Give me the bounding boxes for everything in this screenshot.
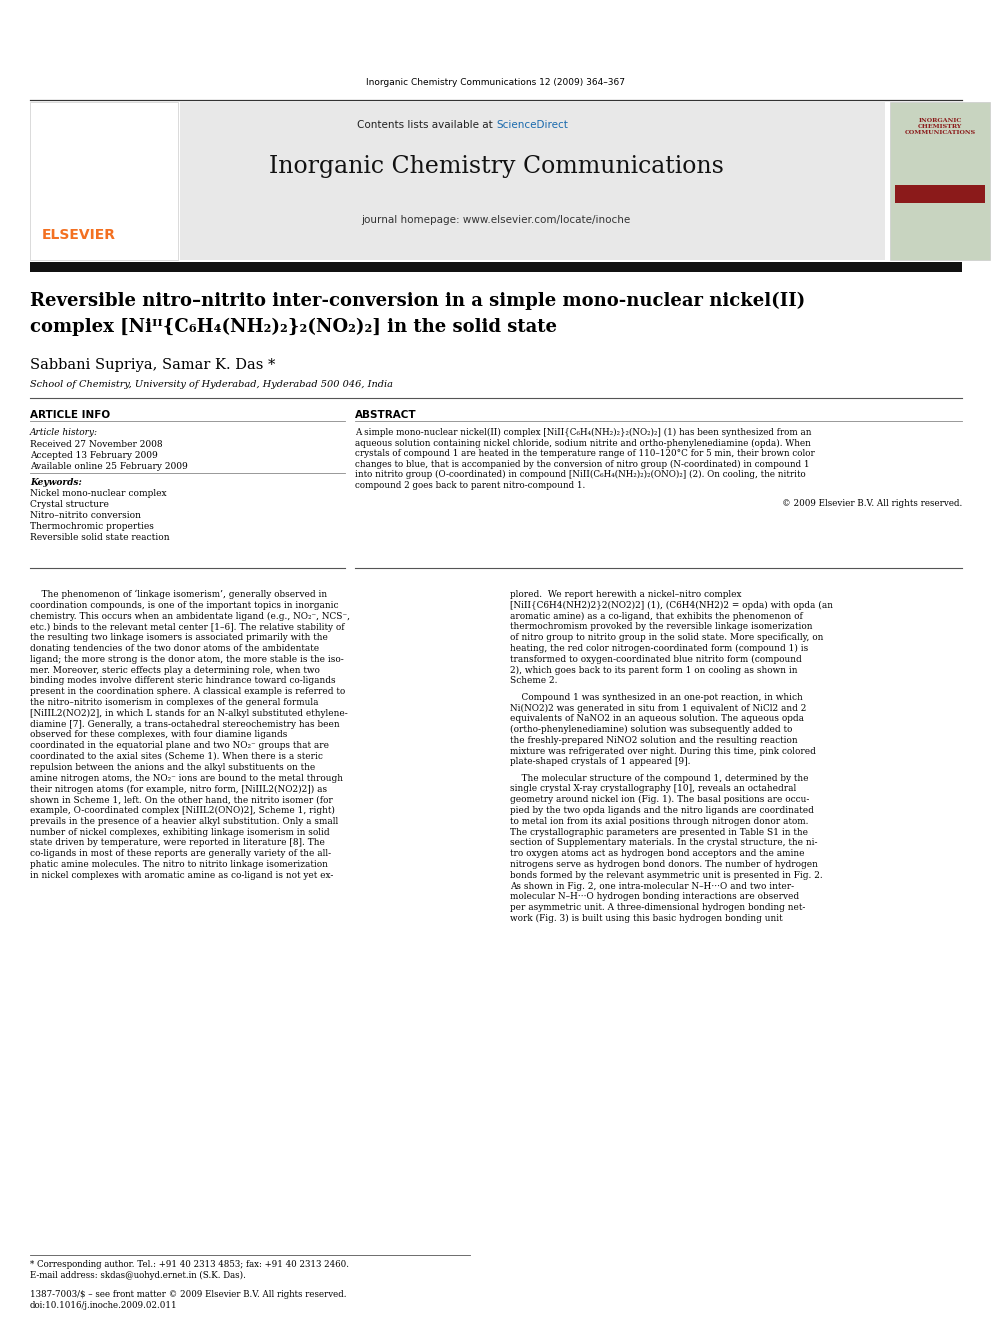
Text: plored.  We report herewith a nickel–nitro complex: plored. We report herewith a nickel–nitr… [510,590,741,599]
Text: Keywords:: Keywords: [30,478,82,487]
Text: nitrogens serve as hydrogen bond donors. The number of hydrogen: nitrogens serve as hydrogen bond donors.… [510,860,817,869]
Text: amine nitrogen atoms, the NO₂⁻ ions are bound to the metal through: amine nitrogen atoms, the NO₂⁻ ions are … [30,774,343,783]
Text: equivalents of NaNO2 in an aqueous solution. The aqueous opda: equivalents of NaNO2 in an aqueous solut… [510,714,804,724]
Text: repulsion between the anions and the alkyl substituents on the: repulsion between the anions and the alk… [30,763,315,771]
Text: prevails in the presence of a heavier alkyl substitution. Only a small: prevails in the presence of a heavier al… [30,816,338,826]
Text: doi:10.1016/j.inoche.2009.02.011: doi:10.1016/j.inoche.2009.02.011 [30,1301,178,1310]
Text: journal homepage: www.elsevier.com/locate/inoche: journal homepage: www.elsevier.com/locat… [361,216,631,225]
Text: INORGANIC
CHEMISTRY
COMMUNICATIONS: INORGANIC CHEMISTRY COMMUNICATIONS [905,118,975,135]
Text: School of Chemistry, University of Hyderabad, Hyderabad 500 046, India: School of Chemistry, University of Hyder… [30,380,393,389]
Text: mixture was refrigerated over night. During this time, pink colored: mixture was refrigerated over night. Dur… [510,746,815,755]
Text: mer. Moreover, steric effects play a determining role, when two: mer. Moreover, steric effects play a det… [30,665,319,675]
Text: chemistry. This occurs when an ambidentate ligand (e.g., NO₂⁻, NCS⁻,: chemistry. This occurs when an ambidenta… [30,611,350,620]
Text: Crystal structure: Crystal structure [30,500,109,509]
Text: state driven by temperature, were reported in literature [8]. The: state driven by temperature, were report… [30,839,324,848]
Text: As shown in Fig. 2, one intra-molecular N–H···O and two inter-: As shown in Fig. 2, one intra-molecular … [510,881,795,890]
Text: The phenomenon of ‘linkage isomerism’, generally observed in: The phenomenon of ‘linkage isomerism’, g… [30,590,327,599]
Text: Article history:: Article history: [30,429,98,437]
Text: thermochromism provoked by the reversible linkage isomerization: thermochromism provoked by the reversibl… [510,622,812,631]
Text: example, O-coordinated complex [NiIIL2(ONO)2], Scheme 1, right): example, O-coordinated complex [NiIIL2(O… [30,806,335,815]
Text: * Corresponding author. Tel.: +91 40 2313 4853; fax: +91 40 2313 2460.: * Corresponding author. Tel.: +91 40 231… [30,1259,349,1269]
Text: binding modes involve different steric hindrance toward co-ligands: binding modes involve different steric h… [30,676,335,685]
Text: their nitrogen atoms (for example, nitro form, [NiIIL2(NO2)2]) as: their nitrogen atoms (for example, nitro… [30,785,327,794]
Text: crystals of compound 1 are heated in the temperature range of 110–120°C for 5 mi: crystals of compound 1 are heated in the… [355,448,814,458]
Text: in nickel complexes with aromatic amine as co-ligand is not yet ex-: in nickel complexes with aromatic amine … [30,871,333,880]
Text: molecular N–H···O hydrogen bonding interactions are observed: molecular N–H···O hydrogen bonding inter… [510,893,800,901]
Text: work (Fig. 3) is built using this basic hydrogen bonding unit: work (Fig. 3) is built using this basic … [510,914,783,923]
Text: into nitrito group (O-coordinated) in compound [NiII(C₆H₄(NH₂)₂)₂(ONO)₂] (2). On: into nitrito group (O-coordinated) in co… [355,470,806,479]
Text: complex [Niᴵᴵ{C₆H₄(NH₂)₂}₂(NO₂)₂] in the solid state: complex [Niᴵᴵ{C₆H₄(NH₂)₂}₂(NO₂)₂] in the… [30,318,557,336]
Text: transformed to oxygen-coordinated blue nitrito form (compound: transformed to oxygen-coordinated blue n… [510,655,802,664]
Text: bonds formed by the relevant asymmetric unit is presented in Fig. 2.: bonds formed by the relevant asymmetric … [510,871,822,880]
Text: Available online 25 February 2009: Available online 25 February 2009 [30,462,187,471]
Text: number of nickel complexes, exhibiting linkage isomerism in solid: number of nickel complexes, exhibiting l… [30,828,329,836]
Bar [30,262,962,273]
Text: 2), which goes back to its parent form 1 on cooling as shown in: 2), which goes back to its parent form 1… [510,665,798,675]
Text: [NiII{C6H4(NH2)2}2(NO2)2] (1), (C6H4(NH2)2 = opda) with opda (an: [NiII{C6H4(NH2)2}2(NO2)2] (1), (C6H4(NH2… [510,601,833,610]
Text: diamine [7]. Generally, a trans-octahedral stereochemistry has been: diamine [7]. Generally, a trans-octahedr… [30,720,339,729]
Text: Thermochromic properties: Thermochromic properties [30,523,154,531]
Text: tro oxygen atoms act as hydrogen bond acceptors and the amine: tro oxygen atoms act as hydrogen bond ac… [510,849,805,859]
Text: Sabbani Supriya, Samar K. Das *: Sabbani Supriya, Samar K. Das * [30,359,276,372]
Text: present in the coordination sphere. A classical example is referred to: present in the coordination sphere. A cl… [30,687,345,696]
Text: ELSEVIER: ELSEVIER [42,228,116,242]
Text: plate-shaped crystals of 1 appeared [9].: plate-shaped crystals of 1 appeared [9]. [510,757,690,766]
Bar [30,102,178,261]
Text: Contents lists available at: Contents lists available at [357,120,496,130]
Text: Compound 1 was synthesized in an one-pot reaction, in which: Compound 1 was synthesized in an one-pot… [510,693,803,701]
Text: coordinated to the axial sites (Scheme 1). When there is a steric: coordinated to the axial sites (Scheme 1… [30,751,322,761]
Text: Nitro–nitrito conversion: Nitro–nitrito conversion [30,511,141,520]
Text: ligand; the more strong is the donor atom, the more stable is the iso-: ligand; the more strong is the donor ato… [30,655,344,664]
Text: co-ligands in most of these reports are generally variety of the all-: co-ligands in most of these reports are … [30,849,331,859]
Text: Scheme 2.: Scheme 2. [510,676,558,685]
Text: aromatic amine) as a co-ligand, that exhibits the phenomenon of: aromatic amine) as a co-ligand, that exh… [510,611,803,620]
Text: (ortho-phenylenediamine) solution was subsequently added to: (ortho-phenylenediamine) solution was su… [510,725,793,734]
Bar [890,102,990,261]
Text: Reversible nitro–nitrito inter-conversion in a simple mono-nuclear nickel(II): Reversible nitro–nitrito inter-conversio… [30,292,806,311]
Text: E-mail address: skdas@uohyd.ernet.in (S.K. Das).: E-mail address: skdas@uohyd.ernet.in (S.… [30,1271,246,1281]
Bar [180,102,885,261]
Text: [NiIIL2(NO2)2], in which L stands for an N-alkyl substituted ethylene-: [NiIIL2(NO2)2], in which L stands for an… [30,709,348,718]
Text: geometry around nickel ion (Fig. 1). The basal positions are occu-: geometry around nickel ion (Fig. 1). The… [510,795,809,804]
Text: Reversible solid state reaction: Reversible solid state reaction [30,533,170,542]
Text: shown in Scheme 1, left. On the other hand, the nitrito isomer (for: shown in Scheme 1, left. On the other ha… [30,795,332,804]
Text: observed for these complexes, with four diamine ligands: observed for these complexes, with four … [30,730,288,740]
Text: of nitro group to nitrito group in the solid state. More specifically, on: of nitro group to nitrito group in the s… [510,634,823,642]
Text: Inorganic Chemistry Communications: Inorganic Chemistry Communications [269,155,723,179]
Text: the resulting two linkage isomers is associated primarily with the: the resulting two linkage isomers is ass… [30,634,328,642]
Text: Ni(NO2)2 was generated in situ from 1 equivalent of NiCl2 and 2: Ni(NO2)2 was generated in situ from 1 eq… [510,704,806,713]
Bar [895,185,985,202]
Text: © 2009 Elsevier B.V. All rights reserved.: © 2009 Elsevier B.V. All rights reserved… [782,499,962,508]
Text: Accepted 13 February 2009: Accepted 13 February 2009 [30,451,158,460]
Text: heating, the red color nitrogen-coordinated form (compound 1) is: heating, the red color nitrogen-coordina… [510,644,808,654]
Text: The molecular structure of the compound 1, determined by the: The molecular structure of the compound … [510,774,808,783]
Text: 1387-7003/$ – see front matter © 2009 Elsevier B.V. All rights reserved.: 1387-7003/$ – see front matter © 2009 El… [30,1290,346,1299]
Text: aqueous solution containing nickel chloride, sodium nitrite and ortho-phenylened: aqueous solution containing nickel chlor… [355,438,810,447]
Text: section of Supplementary materials. In the crystal structure, the ni-: section of Supplementary materials. In t… [510,839,817,848]
Text: single crystal X-ray crystallography [10], reveals an octahedral: single crystal X-ray crystallography [10… [510,785,797,794]
Text: the freshly-prepared NiNO2 solution and the resulting reaction: the freshly-prepared NiNO2 solution and … [510,736,798,745]
Text: Inorganic Chemistry Communications 12 (2009) 364–367: Inorganic Chemistry Communications 12 (2… [366,78,626,87]
Text: changes to blue, that is accompanied by the conversion of nitro group (N-coordin: changes to blue, that is accompanied by … [355,459,809,468]
Text: The crystallographic parameters are presented in Table S1 in the: The crystallographic parameters are pres… [510,828,808,836]
Text: the nitro–nitrito isomerism in complexes of the general formula: the nitro–nitrito isomerism in complexes… [30,699,318,706]
Text: ScienceDirect: ScienceDirect [496,120,567,130]
Text: ABSTRACT: ABSTRACT [355,410,417,419]
Text: to metal ion from its axial positions through nitrogen donor atom.: to metal ion from its axial positions th… [510,816,808,826]
Text: coordinated in the equatorial plane and two NO₂⁻ groups that are: coordinated in the equatorial plane and … [30,741,329,750]
Text: coordination compounds, is one of the important topics in inorganic: coordination compounds, is one of the im… [30,601,338,610]
Text: per asymmetric unit. A three-dimensional hydrogen bonding net-: per asymmetric unit. A three-dimensional… [510,904,806,912]
Text: compound 2 goes back to parent nitro-compound 1.: compound 2 goes back to parent nitro-com… [355,480,585,490]
Text: etc.) binds to the relevant metal center [1–6]. The relative stability of: etc.) binds to the relevant metal center… [30,622,344,631]
Text: donating tendencies of the two donor atoms of the ambidentate: donating tendencies of the two donor ato… [30,644,319,654]
Text: Nickel mono-nuclear complex: Nickel mono-nuclear complex [30,490,167,497]
Text: Received 27 November 2008: Received 27 November 2008 [30,441,163,448]
Text: A simple mono-nuclear nickel(II) complex [NiII{C₆H₄(NH₂)₂}₂(NO₂)₂] (1) has been : A simple mono-nuclear nickel(II) complex… [355,429,811,437]
Text: pied by the two opda ligands and the nitro ligands are coordinated: pied by the two opda ligands and the nit… [510,806,813,815]
Text: phatic amine molecules. The nitro to nitrito linkage isomerization: phatic amine molecules. The nitro to nit… [30,860,328,869]
Text: ARTICLE INFO: ARTICLE INFO [30,410,110,419]
